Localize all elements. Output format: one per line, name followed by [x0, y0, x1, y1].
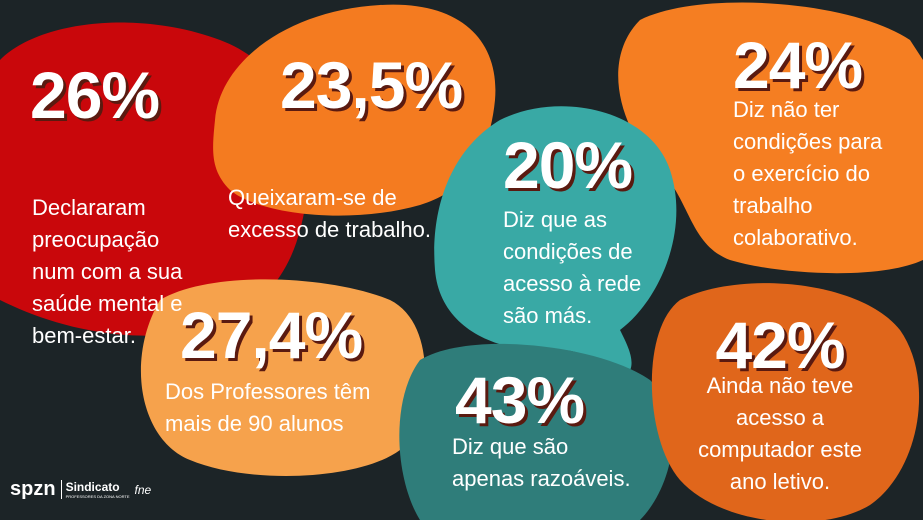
description-line: Diz que as — [503, 207, 607, 232]
logo: spzn Sindicato PROFESSORES DA ZONA NORTE… — [10, 478, 151, 501]
logo-partner: fne — [134, 482, 152, 497]
stat-description: Queixaram-se de excesso de trabalho. — [228, 182, 431, 246]
description-line: condições para — [733, 129, 883, 154]
description-line: o exercício do — [733, 161, 870, 186]
description-line: mais de 90 alunos — [165, 411, 344, 436]
description-line: acesso à rede — [503, 271, 642, 296]
blob-orange — [213, 4, 496, 216]
stat-value: 23,5% — [280, 48, 463, 122]
stat-value: 43% — [455, 363, 585, 437]
description-line: bem-estar. — [32, 323, 136, 348]
stat: 26% Declararam preocupação num com a sua saú… — [30, 58, 182, 352]
stat-description: Diz que são apenas razoáveis. — [452, 431, 631, 495]
description-line: Ainda não teve — [706, 373, 854, 398]
description-line: num com a sua — [32, 259, 183, 284]
description-line: excesso de trabalho. — [228, 217, 432, 242]
description-line: trabalho — [733, 193, 813, 218]
stat-value: 42% — [715, 308, 845, 382]
blob-dark-orange — [651, 283, 919, 520]
description-line: colaborativo. — [733, 225, 858, 250]
stat-description: Declararam preocupação num com a sua saúde … — [32, 192, 182, 352]
stat-description: Diz não ter condições para o exercício do t… — [733, 94, 882, 254]
blob-teal — [434, 106, 677, 380]
logo-name: Sindicato — [65, 480, 120, 494]
stat: 42% Ainda não teve acesso a computador este… — [665, 312, 895, 498]
stat: 20% Diz que as condições de acesso à rede sã… — [503, 132, 641, 332]
logo-brand: spzn — [10, 478, 56, 500]
stat-value: 26% — [30, 58, 160, 132]
logo-subtitle: PROFESSORES DA ZONA NORTE — [65, 494, 130, 499]
description-line: acesso a — [735, 405, 825, 430]
description-line: apenas razoáveis. — [452, 466, 631, 491]
logo-text: Sindicato PROFESSORES DA ZONA NORTE — [60, 480, 130, 499]
blob-dark-teal — [399, 343, 673, 520]
description-line: são más. — [503, 303, 593, 328]
description-line: saúde mental e — [32, 291, 183, 316]
stat: 43% Diz que são apenas razoáveis. — [452, 363, 634, 495]
blob-light-orange — [140, 279, 425, 477]
stat-description: Diz que as condições de acesso à rede são m… — [503, 204, 641, 332]
stat-value: 20% — [503, 128, 633, 202]
stat: 23,5% Queixaram-se de excesso de trabalho. — [228, 48, 483, 246]
stat-value: 24% — [733, 28, 863, 102]
stat: 24% Diz não ter condições para o exercício … — [733, 32, 882, 254]
stat-description: Dos Professores têm mais de 90 alunos — [165, 376, 370, 440]
stat: 27,4% Dos Professores têm mais de 90 aluno… — [165, 298, 385, 440]
description-line: condições de — [503, 239, 633, 264]
description-line: ano letivo. — [729, 469, 831, 494]
description-line: Dos Professores têm — [165, 379, 371, 404]
description-line: Queixaram-se de — [228, 185, 397, 210]
stat-value: 27,4% — [180, 298, 363, 372]
description-line: computador este — [698, 437, 862, 462]
description-line: Diz não ter — [733, 97, 840, 122]
description-line: Diz que são — [452, 434, 569, 459]
description-line: Declararam — [32, 195, 146, 220]
description-line: preocupação — [32, 227, 160, 252]
stat-description: Ainda não teve acesso a computador este ano… — [665, 370, 895, 498]
blob-orange-right — [618, 2, 923, 274]
